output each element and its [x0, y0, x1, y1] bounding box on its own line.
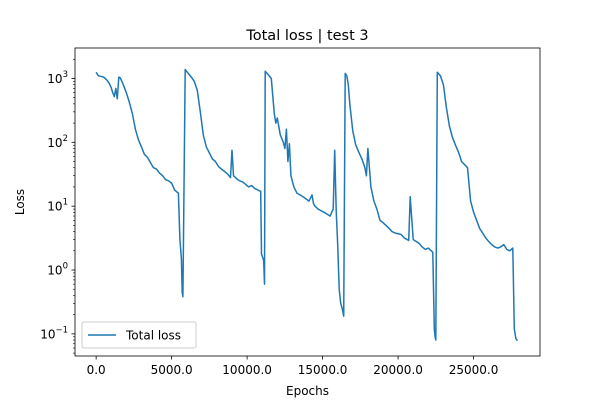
- y-tick-label: 10−1: [40, 325, 68, 341]
- y-tick-label: 101: [47, 198, 68, 214]
- x-axis: 0.0 5000.0 10000.0 15000.0 20000.0 25000.0: [87, 356, 499, 377]
- series-layer: [95, 68, 519, 342]
- x-tick-label: 20000.0: [373, 363, 423, 377]
- legend: Total loss: [81, 321, 197, 349]
- y-tick-label: 100: [47, 262, 68, 278]
- x-axis-label: Epochs: [286, 384, 329, 398]
- chart-title: Total loss | test 3: [245, 28, 368, 44]
- y-tick-label: 103: [47, 70, 68, 86]
- x-tick-label: 0.0: [87, 363, 106, 377]
- x-tick-label: 15000.0: [298, 363, 348, 377]
- y-tick-label: 102: [47, 134, 68, 150]
- x-tick-label: 10000.0: [222, 363, 272, 377]
- y-axis: 10−1 100 101 102 103: [40, 58, 75, 354]
- plot-frame: [74, 47, 541, 357]
- plot-area: 0.0 5000.0 10000.0 15000.0 20000.0 25000.0 10…: [40, 47, 541, 377]
- series-line-total-loss: [95, 68, 519, 342]
- x-tick-label: 5000.0: [151, 363, 193, 377]
- legend-label: Total loss: [125, 329, 181, 343]
- legend-box: [81, 321, 197, 349]
- x-tick-label: 25000.0: [449, 363, 499, 377]
- y-axis-label: Loss: [13, 189, 27, 215]
